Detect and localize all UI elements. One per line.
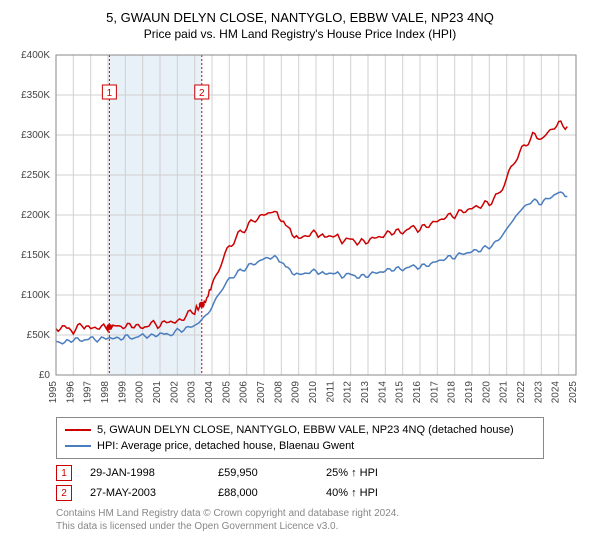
svg-text:2002: 2002 (169, 381, 180, 404)
chart-title: 5, GWAUN DELYN CLOSE, NANTYGLO, EBBW VAL… (12, 10, 588, 25)
svg-text:2004: 2004 (204, 381, 215, 404)
legend-label: HPI: Average price, detached house, Blae… (97, 438, 354, 454)
svg-text:£50K: £50K (27, 330, 51, 341)
svg-text:2005: 2005 (221, 381, 232, 404)
svg-text:£100K: £100K (21, 290, 50, 301)
line-chart: £0 £50K £100K £150K £200K £250K £300K £350K £400… (12, 49, 588, 409)
svg-text:2014: 2014 (377, 381, 388, 404)
svg-text:2003: 2003 (187, 381, 198, 404)
svg-text:1998: 1998 (100, 381, 111, 404)
marker-row: 1 29-JAN-1998 £59,950 25% ↑ HPI (56, 465, 588, 481)
svg-text:2022: 2022 (516, 381, 527, 404)
svg-text:1995: 1995 (48, 381, 59, 404)
chart-svg: £0 £50K £100K £150K £200K £250K £300K £350K £400… (12, 49, 588, 409)
legend-swatch (65, 445, 91, 447)
svg-text:£400K: £400K (21, 50, 50, 61)
marker-price: £59,950 (218, 467, 308, 479)
svg-text:2009: 2009 (291, 381, 302, 404)
svg-text:2017: 2017 (429, 381, 440, 404)
svg-text:1997: 1997 (83, 381, 94, 404)
svg-text:2023: 2023 (533, 381, 544, 404)
svg-text:£200K: £200K (21, 210, 50, 221)
svg-text:2018: 2018 (447, 381, 458, 404)
marker-row: 2 27-MAY-2003 £88,000 40% ↑ HPI (56, 485, 588, 501)
marker-date: 29-JAN-1998 (90, 467, 200, 479)
legend-item: HPI: Average price, detached house, Blae… (65, 438, 535, 454)
legend: 5, GWAUN DELYN CLOSE, NANTYGLO, EBBW VAL… (56, 417, 544, 459)
svg-text:2015: 2015 (395, 381, 406, 404)
svg-text:1996: 1996 (65, 381, 76, 404)
marker-badge: 2 (56, 485, 72, 501)
legend-swatch (65, 429, 91, 431)
svg-text:2013: 2013 (360, 381, 371, 404)
attribution-line: Contains HM Land Registry data © Crown c… (56, 507, 588, 520)
svg-text:2021: 2021 (499, 381, 510, 404)
svg-text:2019: 2019 (464, 381, 475, 404)
svg-text:2012: 2012 (343, 381, 354, 404)
svg-text:1: 1 (107, 88, 113, 99)
svg-text:2020: 2020 (481, 381, 492, 404)
svg-text:2025: 2025 (568, 381, 579, 404)
svg-text:2010: 2010 (308, 381, 319, 404)
svg-text:2: 2 (199, 88, 205, 99)
attribution: Contains HM Land Registry data © Crown c… (56, 507, 588, 533)
svg-text:2007: 2007 (256, 381, 267, 404)
legend-label: 5, GWAUN DELYN CLOSE, NANTYGLO, EBBW VAL… (97, 422, 514, 438)
chart-subtitle: Price paid vs. HM Land Registry's House … (12, 27, 588, 41)
svg-text:2024: 2024 (551, 381, 562, 404)
legend-item: 5, GWAUN DELYN CLOSE, NANTYGLO, EBBW VAL… (65, 422, 535, 438)
svg-text:2006: 2006 (239, 381, 250, 404)
marker-hpi: 40% ↑ HPI (326, 487, 416, 499)
marker-table: 1 29-JAN-1998 £59,950 25% ↑ HPI 2 27-MAY… (56, 465, 588, 501)
svg-text:£150K: £150K (21, 250, 50, 261)
attribution-line: This data is licensed under the Open Gov… (56, 520, 588, 533)
marker-badge: 1 (56, 465, 72, 481)
svg-text:2001: 2001 (152, 381, 163, 404)
svg-text:1999: 1999 (117, 381, 128, 404)
svg-text:£300K: £300K (21, 130, 50, 141)
svg-text:£0: £0 (39, 370, 51, 381)
svg-text:2008: 2008 (273, 381, 284, 404)
svg-text:2000: 2000 (135, 381, 146, 404)
marker-hpi: 25% ↑ HPI (326, 467, 416, 479)
svg-text:2016: 2016 (412, 381, 423, 404)
marker-date: 27-MAY-2003 (90, 487, 200, 499)
svg-text:£250K: £250K (21, 170, 50, 181)
svg-text:£350K: £350K (21, 90, 50, 101)
svg-text:2011: 2011 (325, 381, 336, 403)
marker-price: £88,000 (218, 487, 308, 499)
